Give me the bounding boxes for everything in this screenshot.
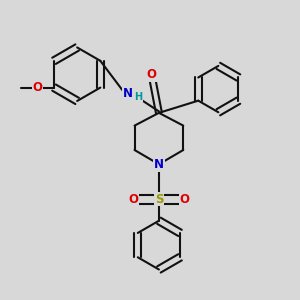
Text: O: O bbox=[128, 193, 138, 206]
Text: H: H bbox=[134, 92, 143, 102]
Text: N: N bbox=[123, 87, 133, 100]
Text: O: O bbox=[180, 193, 190, 206]
Text: S: S bbox=[155, 193, 163, 206]
Text: N: N bbox=[154, 158, 164, 171]
Text: O: O bbox=[146, 68, 157, 81]
Text: O: O bbox=[33, 81, 43, 94]
